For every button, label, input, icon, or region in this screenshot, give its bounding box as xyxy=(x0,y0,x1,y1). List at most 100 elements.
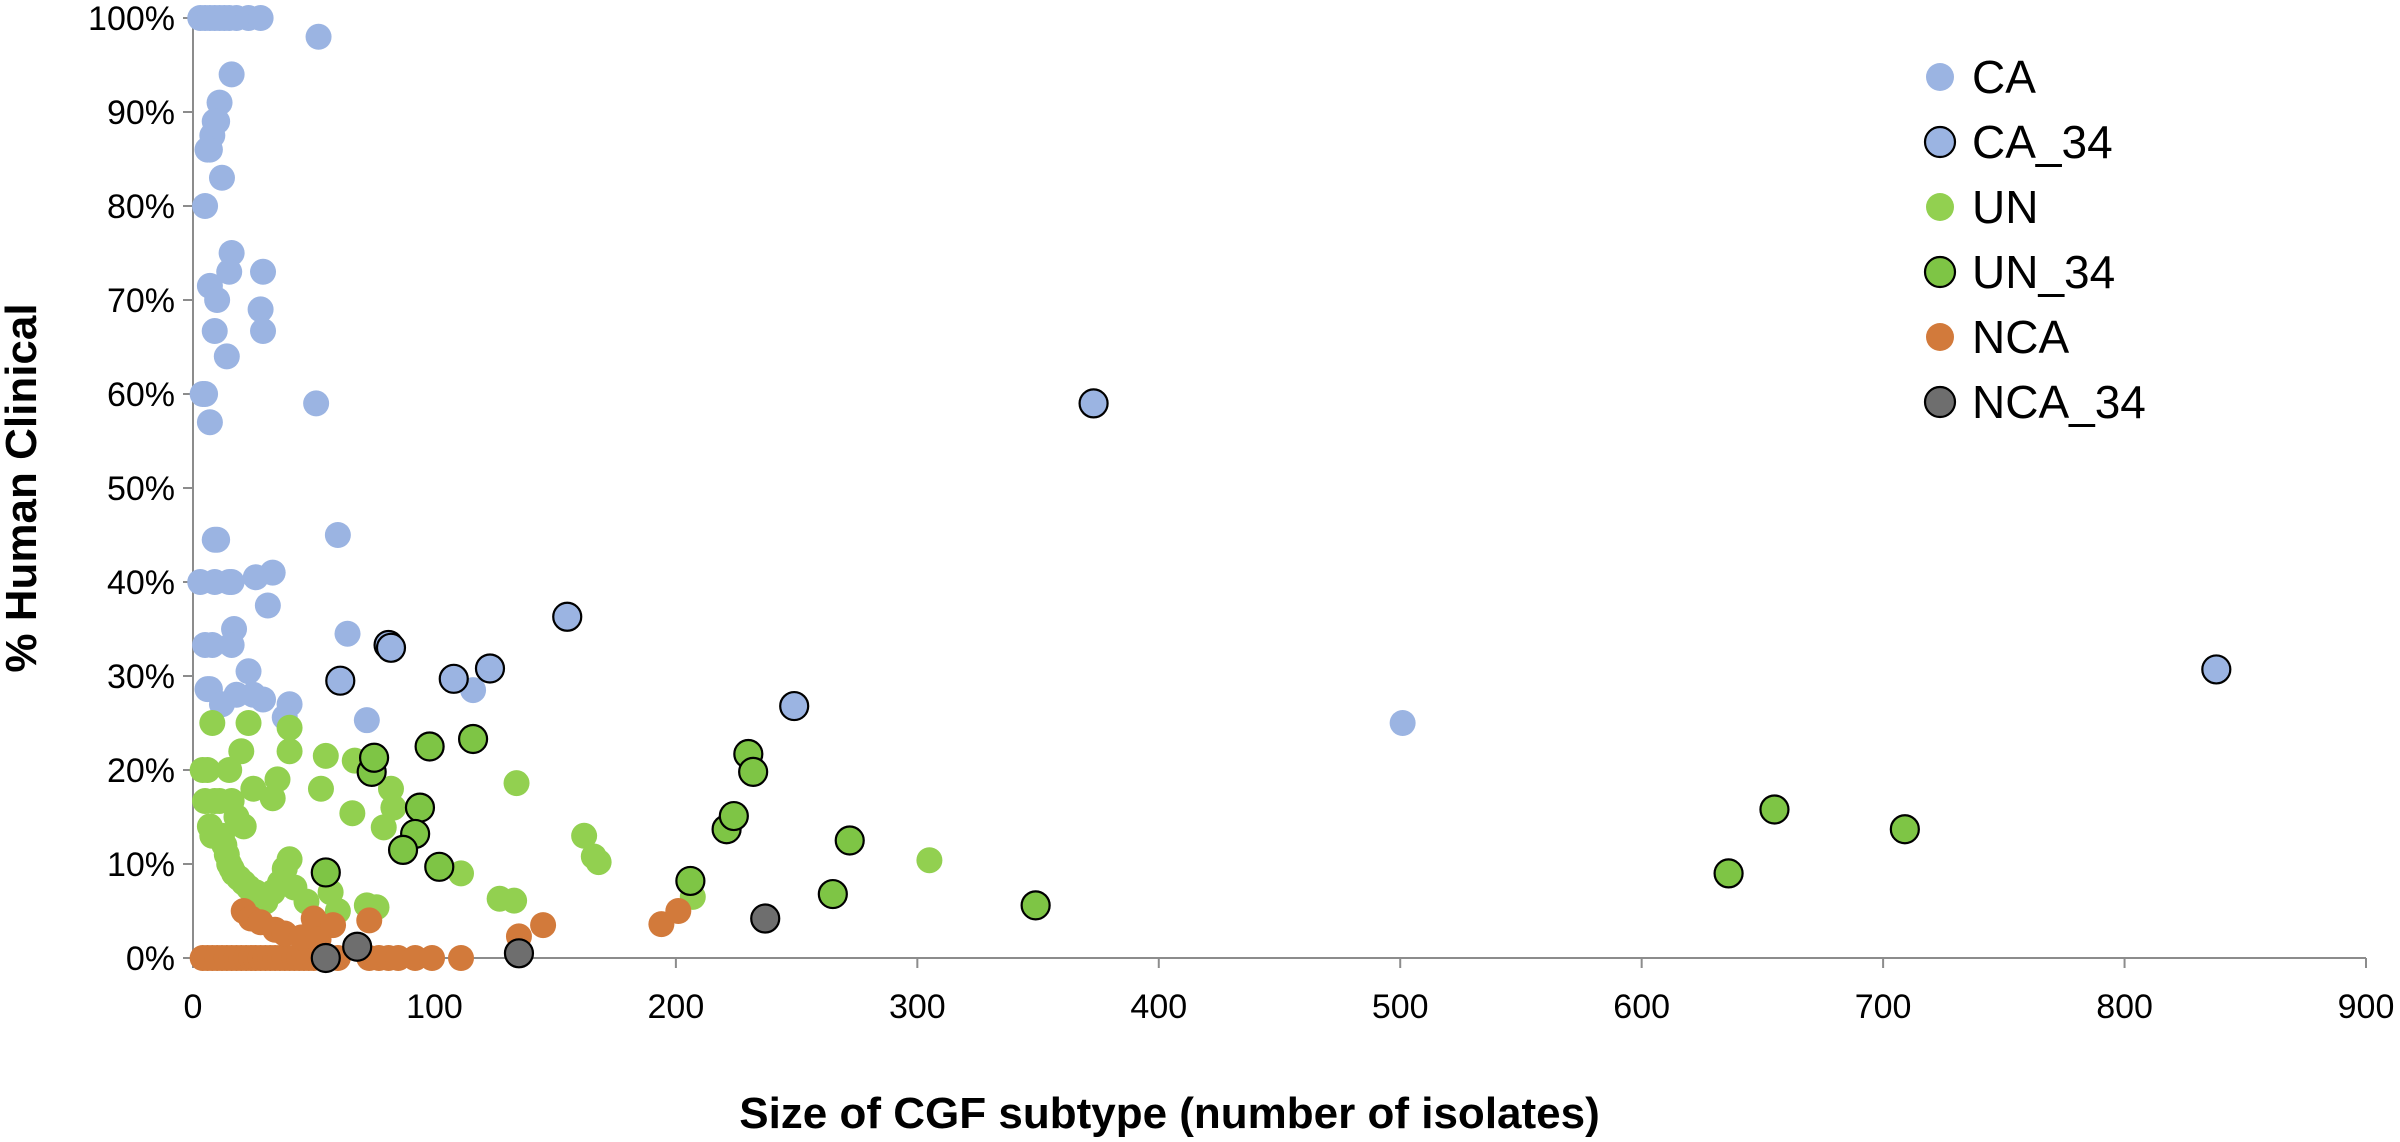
legend-marker xyxy=(1923,125,1957,159)
x-tick-label: 600 xyxy=(1613,988,1670,1026)
y-tick-label: 100% xyxy=(88,0,175,38)
data-point xyxy=(387,834,419,866)
data-point xyxy=(448,945,475,971)
legend-label: UN xyxy=(1972,181,2038,233)
data-point xyxy=(438,663,469,694)
data-point xyxy=(250,258,277,285)
data-point xyxy=(218,61,245,88)
legend-label: CA xyxy=(1972,51,2036,103)
series-ca xyxy=(187,5,1416,736)
data-point xyxy=(375,632,407,663)
data-point xyxy=(503,938,535,969)
data-point xyxy=(718,800,749,832)
series-un xyxy=(189,710,943,924)
x-tick-label: 900 xyxy=(2338,988,2395,1026)
legend-label: CA_34 xyxy=(1972,116,2113,168)
data-point xyxy=(320,912,347,939)
data-point xyxy=(552,601,583,632)
data-point xyxy=(1389,710,1416,736)
data-point xyxy=(196,409,223,436)
data-point xyxy=(230,813,257,840)
x-tick-label: 700 xyxy=(1855,988,1912,1026)
series-ca-34 xyxy=(325,388,2232,722)
data-point xyxy=(312,742,339,769)
data-point xyxy=(324,522,351,548)
data-point xyxy=(254,592,281,619)
y-tick-label: 80% xyxy=(107,188,175,226)
legend-label: UN_34 xyxy=(1972,246,2115,298)
y-tick-label: 70% xyxy=(107,282,175,320)
y-tick-label: 90% xyxy=(107,94,175,132)
legend-marker xyxy=(1926,323,1954,351)
data-point xyxy=(247,5,274,31)
x-tick-label: 200 xyxy=(648,988,705,1026)
y-tick-label: 30% xyxy=(107,658,175,696)
data-point xyxy=(474,653,506,684)
data-point xyxy=(216,258,243,285)
data-point xyxy=(370,814,397,841)
y-axis-title: % Human Clinical xyxy=(0,303,46,672)
data-point xyxy=(571,822,598,849)
y-tick-label: 20% xyxy=(107,752,175,790)
data-point xyxy=(192,381,219,407)
x-tick-label: 500 xyxy=(1372,988,1429,1026)
data-points xyxy=(187,5,2232,974)
data-point xyxy=(305,23,332,50)
data-point xyxy=(503,770,530,797)
legend: CA CA_34 UN UN_34 NCA NCA_34 xyxy=(1923,51,2146,428)
y-axis-ticks: 0% 10% 20% 30% 40% 50% 60% 70% 80% 90% 100% xyxy=(88,0,193,978)
data-point xyxy=(916,847,943,874)
legend-marker xyxy=(1923,385,1957,419)
x-tick-label: 100 xyxy=(406,988,463,1026)
data-point xyxy=(250,686,277,713)
legend-label: NCA_34 xyxy=(1972,376,2146,428)
data-point xyxy=(665,898,692,924)
data-point xyxy=(419,945,446,971)
y-tick-label: 0% xyxy=(126,940,175,978)
data-point xyxy=(259,785,286,812)
data-point xyxy=(1759,794,1790,825)
data-point xyxy=(216,757,243,783)
series-nca-34 xyxy=(310,903,781,974)
x-tick-label: 300 xyxy=(889,988,946,1026)
data-point xyxy=(218,631,245,658)
data-point xyxy=(817,878,848,910)
data-point xyxy=(339,800,366,827)
data-point xyxy=(501,887,528,914)
data-point xyxy=(675,865,706,897)
data-point xyxy=(199,710,226,736)
data-point xyxy=(199,631,226,658)
legend-marker xyxy=(1926,63,1954,91)
data-point xyxy=(448,860,475,887)
data-point xyxy=(834,825,865,856)
data-point xyxy=(192,193,219,219)
y-tick-label: 40% xyxy=(107,564,175,602)
data-point xyxy=(358,742,390,773)
data-point xyxy=(334,620,361,647)
data-point xyxy=(240,775,267,802)
data-point xyxy=(424,851,455,882)
x-tick-label: 400 xyxy=(1130,988,1187,1026)
y-tick-label: 50% xyxy=(107,470,175,508)
data-point xyxy=(342,931,373,962)
data-point xyxy=(303,390,330,417)
legend-marker xyxy=(1923,255,1957,289)
y-tick-label: 60% xyxy=(107,376,175,414)
data-point xyxy=(414,731,445,762)
series-nca xyxy=(189,898,692,971)
data-point xyxy=(1078,388,1109,419)
data-point xyxy=(585,849,612,876)
data-point xyxy=(208,164,235,191)
data-point xyxy=(194,136,221,163)
data-point xyxy=(276,846,303,873)
data-point xyxy=(1713,858,1744,889)
data-point xyxy=(242,564,269,591)
data-point xyxy=(310,857,341,888)
data-point xyxy=(213,343,240,370)
data-point xyxy=(325,665,356,696)
data-point xyxy=(1889,814,1920,845)
data-point xyxy=(235,658,262,685)
data-point xyxy=(235,710,262,736)
data-point xyxy=(457,723,489,755)
